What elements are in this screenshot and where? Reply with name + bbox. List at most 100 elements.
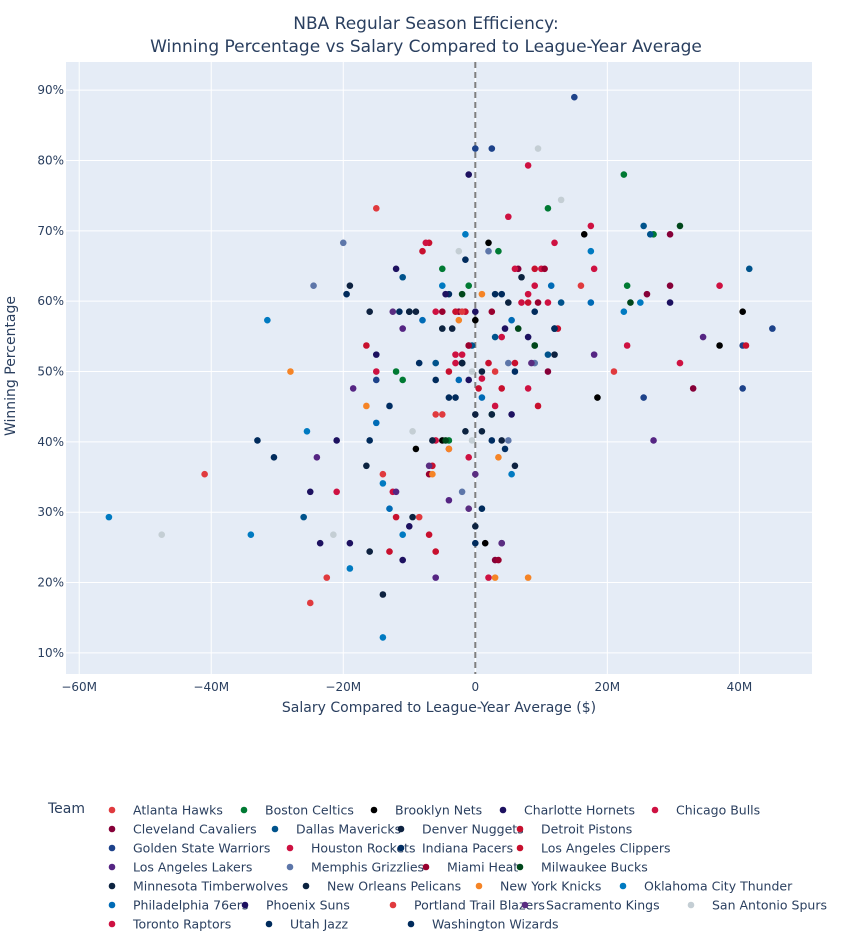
data-point	[425, 462, 433, 470]
data-point	[392, 488, 400, 496]
legend-marker	[389, 901, 397, 909]
data-point	[465, 376, 473, 384]
legend-label: Boston Celtics	[265, 803, 354, 818]
legend-item[interactable]: Los Angeles Clippers	[516, 841, 671, 856]
data-point	[478, 375, 486, 382]
legend-item[interactable]: Atlanta Hawks	[108, 803, 223, 818]
data-point	[557, 196, 565, 204]
legend-item[interactable]: Denver Nuggets	[397, 822, 524, 837]
data-point	[409, 513, 416, 521]
legend-item[interactable]: Houston Rockets	[286, 841, 416, 856]
y-tick-label: 10%	[37, 646, 64, 660]
data-point	[590, 351, 598, 358]
y-tick-label: 50%	[37, 365, 64, 379]
data-point	[501, 445, 509, 453]
data-point	[501, 325, 509, 332]
legend-item[interactable]: Minnesota Timberwolves	[108, 879, 288, 894]
x-tick-labels: −60M −40M −20M 0 20M 40M	[61, 680, 752, 694]
legend-item[interactable]: Portland Trail Blazers	[389, 898, 545, 913]
data-point	[306, 599, 314, 607]
data-point	[544, 205, 552, 212]
legend-item[interactable]: Brooklyn Nets	[370, 803, 483, 818]
chart-title-line1: NBA Regular Season Efficiency:	[293, 14, 559, 34]
legend-item[interactable]: Sacramento Kings	[521, 898, 660, 913]
legend-item[interactable]: New York Knicks	[475, 879, 602, 894]
data-point	[346, 282, 354, 289]
data-point	[637, 299, 644, 306]
legend-item[interactable]: Utah Jazz	[265, 917, 349, 932]
data-point	[508, 470, 515, 478]
legend-item[interactable]: Phoenix Suns	[241, 898, 350, 913]
data-point	[452, 359, 459, 367]
data-point	[646, 231, 654, 238]
data-point	[478, 505, 486, 512]
data-point	[511, 359, 519, 367]
plot-background	[66, 62, 812, 674]
data-point	[386, 402, 393, 410]
y-tick-labels: 10% 20% 30% 40% 50% 60% 70% 80% 90%	[37, 83, 64, 660]
data-point	[666, 231, 674, 238]
data-point	[442, 290, 449, 298]
legend-label: Denver Nuggets	[422, 822, 524, 837]
legend-item[interactable]: New Orleans Pelicans	[302, 879, 461, 894]
data-point	[623, 282, 631, 289]
data-point	[739, 385, 746, 392]
data-point	[379, 634, 387, 641]
legend-item[interactable]: Washington Wizards	[407, 917, 559, 932]
data-point	[518, 273, 525, 281]
legend-item[interactable]: San Antonio Spurs	[687, 898, 827, 913]
legend-item[interactable]: Cleveland Cavaliers	[108, 822, 257, 837]
legend-item[interactable]: Indiana Pacers	[397, 841, 513, 856]
data-point	[363, 402, 370, 410]
legend-item[interactable]: Memphis Grizzlies	[286, 860, 424, 875]
y-tick-label: 30%	[37, 505, 64, 519]
legend-item[interactable]: Chicago Bulls	[651, 803, 760, 818]
legend-item[interactable]: Miami Heat	[422, 860, 519, 875]
data-point	[587, 222, 595, 230]
data-point	[462, 231, 469, 238]
legend-marker	[516, 825, 524, 833]
x-tick-label: 40M	[727, 680, 753, 694]
legend-item[interactable]: Philadelphia 76ers	[108, 898, 249, 913]
data-point	[429, 470, 436, 478]
data-point	[448, 325, 456, 332]
data-point	[465, 282, 473, 289]
legend-marker	[397, 844, 405, 852]
data-point	[524, 299, 532, 306]
data-point	[524, 574, 532, 581]
data-point	[432, 411, 439, 418]
data-point	[544, 368, 552, 375]
legend-item[interactable]: Boston Celtics	[240, 803, 354, 818]
data-point	[478, 428, 486, 435]
data-point	[524, 290, 532, 298]
data-point	[472, 145, 479, 152]
data-point	[745, 265, 753, 273]
legend-item[interactable]: Detroit Pistons	[516, 822, 633, 837]
data-point	[432, 376, 439, 384]
legend-item[interactable]: Toronto Raptors	[108, 917, 232, 932]
data-point	[372, 205, 380, 212]
legend-label: Philadelphia 76ers	[133, 898, 248, 913]
data-point	[442, 437, 449, 444]
data-point	[495, 247, 502, 255]
data-point	[465, 171, 473, 178]
legend-item[interactable]: Charlotte Hornets	[499, 803, 635, 818]
data-point	[508, 411, 515, 418]
legend-item[interactable]: Los Angeles Lakers	[108, 860, 253, 875]
data-point	[594, 394, 601, 401]
data-point	[333, 437, 340, 444]
data-point	[264, 316, 271, 324]
legend-item[interactable]: Oklahoma City Thunder	[619, 879, 793, 894]
data-point	[330, 531, 337, 539]
x-axis-title: Salary Compared to League-Year Average (…	[282, 700, 596, 716]
legend-item[interactable]: Golden State Warriors	[108, 841, 271, 856]
data-point	[425, 531, 433, 539]
legend[interactable]: Atlanta Hawks Boston Celtics Brooklyn Nets…	[108, 803, 827, 932]
data-point	[422, 239, 430, 247]
legend-item[interactable]: Dallas Mavericks	[271, 822, 401, 837]
data-point	[580, 231, 588, 238]
data-point	[524, 333, 532, 341]
legend-item[interactable]: Milwaukee Bucks	[516, 860, 648, 875]
legend-label: Brooklyn Nets	[395, 803, 482, 818]
data-point	[508, 316, 515, 324]
